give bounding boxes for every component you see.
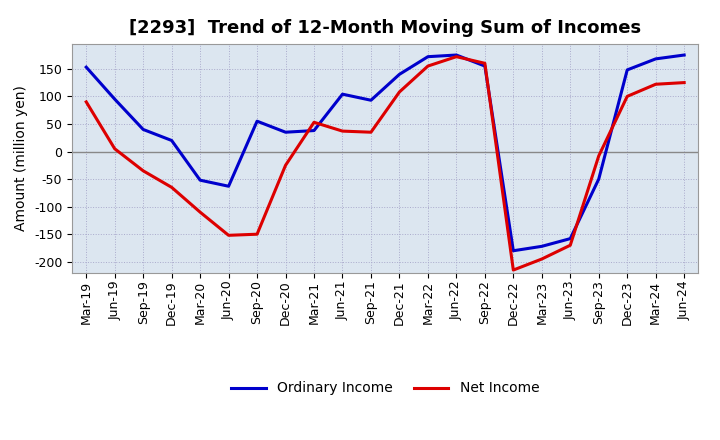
Net Income <box>566 242 575 248</box>
Title: [2293]  Trend of 12-Month Moving Sum of Incomes: [2293] Trend of 12-Month Moving Sum of I… <box>129 19 642 37</box>
Net Income <box>253 231 261 237</box>
Ordinary Income <box>167 138 176 143</box>
Ordinary Income <box>423 54 432 59</box>
Net Income <box>509 268 518 273</box>
Ordinary Income <box>680 52 688 58</box>
Ordinary Income <box>566 236 575 241</box>
Net Income <box>338 128 347 134</box>
Net Income <box>82 99 91 105</box>
Net Income <box>623 94 631 99</box>
Ordinary Income <box>452 52 461 58</box>
Ordinary Income <box>395 72 404 77</box>
Net Income <box>225 233 233 238</box>
Line: Ordinary Income: Ordinary Income <box>86 55 684 251</box>
Net Income <box>395 89 404 95</box>
Ordinary Income <box>366 98 375 103</box>
Ordinary Income <box>282 129 290 135</box>
Ordinary Income <box>253 118 261 124</box>
Ordinary Income <box>338 92 347 97</box>
Ordinary Income <box>623 67 631 73</box>
Net Income <box>366 129 375 135</box>
Net Income <box>196 209 204 215</box>
Ordinary Income <box>537 244 546 249</box>
Net Income <box>110 146 119 151</box>
Net Income <box>680 80 688 85</box>
Net Income <box>167 185 176 190</box>
Net Income <box>480 61 489 66</box>
Ordinary Income <box>139 127 148 132</box>
Ordinary Income <box>595 176 603 182</box>
Net Income <box>310 120 318 125</box>
Ordinary Income <box>480 63 489 69</box>
Net Income <box>652 81 660 87</box>
Ordinary Income <box>110 96 119 102</box>
Y-axis label: Amount (million yen): Amount (million yen) <box>14 85 28 231</box>
Legend: Ordinary Income, Net Income: Ordinary Income, Net Income <box>225 376 545 401</box>
Net Income <box>595 153 603 158</box>
Ordinary Income <box>196 177 204 183</box>
Net Income <box>537 257 546 262</box>
Ordinary Income <box>652 56 660 62</box>
Net Income <box>423 63 432 69</box>
Line: Net Income: Net Income <box>86 57 684 270</box>
Ordinary Income <box>82 65 91 70</box>
Net Income <box>452 54 461 59</box>
Ordinary Income <box>509 248 518 253</box>
Net Income <box>282 163 290 168</box>
Ordinary Income <box>225 183 233 189</box>
Net Income <box>139 168 148 173</box>
Ordinary Income <box>310 128 318 133</box>
